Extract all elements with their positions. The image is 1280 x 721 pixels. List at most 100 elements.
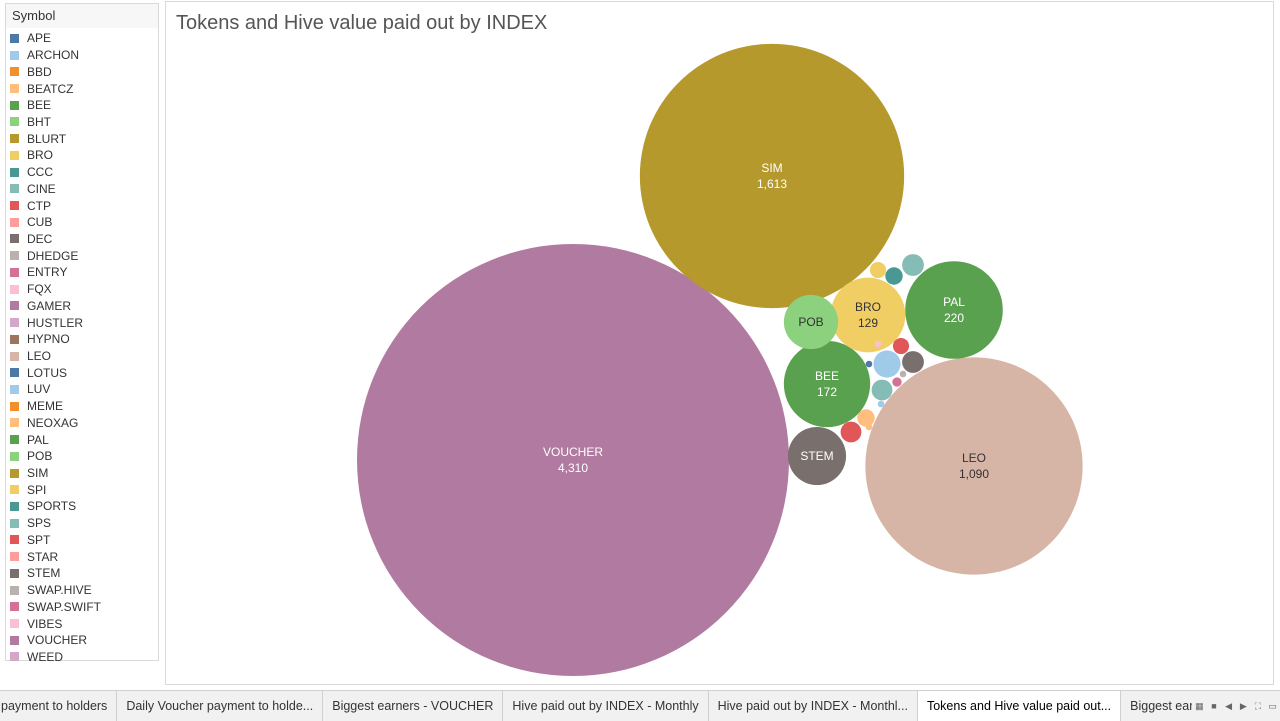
- legend-item-beatcz[interactable]: BEATCZ: [6, 80, 158, 97]
- bubble-voucher[interactable]: [357, 244, 789, 676]
- bubble-stem[interactable]: [787, 426, 847, 486]
- legend-label: BEE: [27, 98, 52, 113]
- legend-item-voucher[interactable]: VOUCHER: [6, 632, 158, 649]
- filmstrip-view-icon[interactable]: ■: [1211, 701, 1217, 711]
- bubble-ape[interactable]: [865, 360, 873, 368]
- next-sheet-icon[interactable]: ▶: [1239, 700, 1247, 711]
- legend-label: POB: [27, 449, 53, 464]
- legend-item-spt[interactable]: SPT: [6, 532, 158, 549]
- legend-item-leo[interactable]: LEO: [6, 348, 158, 365]
- legend-item-fqx[interactable]: FQX: [6, 281, 158, 298]
- legend-item-bro[interactable]: BRO: [6, 147, 158, 164]
- legend-item-hustler[interactable]: HUSTLER: [6, 314, 158, 331]
- legend-label: DHEDGE: [27, 248, 79, 263]
- legend-swatch: [10, 167, 19, 177]
- bubble-cine[interactable]: [902, 254, 924, 276]
- legend-item-neoxag[interactable]: NEOXAG: [6, 415, 158, 432]
- legend-item-blurt[interactable]: BLURT: [6, 130, 158, 147]
- legend-item-ape[interactable]: APE: [6, 30, 158, 47]
- legend-item-bee[interactable]: BEE: [6, 97, 158, 114]
- legend-panel: Symbol APE ARCHON BBD BEATCZ BEE BHT BLURT BRO C…: [5, 3, 159, 664]
- bubble-archon[interactable]: [873, 350, 901, 378]
- bubble-pob[interactable]: [783, 294, 839, 350]
- sheet-tab[interactable]: Tokens and Hive value paid out...: [917, 691, 1122, 721]
- bubble-sports[interactable]: [885, 267, 903, 285]
- legend-item-sim[interactable]: SIM: [6, 465, 158, 482]
- legend-label: VIBES: [27, 616, 63, 631]
- legend-item-bbd[interactable]: BBD: [6, 63, 158, 80]
- legend-swatch: [10, 267, 19, 277]
- legend-swatch: [10, 518, 19, 528]
- legend-label: HUSTLER: [27, 315, 84, 330]
- legend-item-swap-hive[interactable]: SWAP.HIVE: [6, 582, 158, 599]
- legend-item-ccc[interactable]: CCC: [6, 164, 158, 181]
- legend-item-cub[interactable]: CUB: [6, 214, 158, 231]
- legend-item-hypno[interactable]: HYPNO: [6, 331, 158, 348]
- legend-item-star[interactable]: STAR: [6, 548, 158, 565]
- legend-label: LOTUS: [27, 365, 68, 380]
- bubble-spt[interactable]: [840, 421, 862, 443]
- legend-item-sps[interactable]: SPS: [6, 515, 158, 532]
- bubble-spi[interactable]: [869, 261, 887, 279]
- legend-item-archon[interactable]: ARCHON: [6, 47, 158, 64]
- bubble-luv[interactable]: [877, 400, 885, 408]
- legend-item-meme[interactable]: MEME: [6, 398, 158, 415]
- legend-item-pal[interactable]: PAL: [6, 431, 158, 448]
- legend-swatch: [10, 284, 19, 294]
- bubble-ctp[interactable]: [892, 337, 910, 355]
- bubble-value-pal: 220: [944, 311, 964, 325]
- sheet-tab[interactable]: payment to holders: [0, 691, 118, 721]
- bubble-leo[interactable]: [865, 357, 1083, 575]
- sheet-tab[interactable]: Biggest earners - VOUCHER: [323, 691, 504, 721]
- grid-view-icon[interactable]: ▦: [1195, 700, 1204, 711]
- legend-swatch: [10, 251, 19, 261]
- legend-item-entry[interactable]: ENTRY: [6, 264, 158, 281]
- legend-item-sports[interactable]: SPORTS: [6, 498, 158, 515]
- legend-item-bht[interactable]: BHT: [6, 114, 158, 131]
- legend-item-pob[interactable]: POB: [6, 448, 158, 465]
- bubble-label-pob: POB: [798, 315, 823, 329]
- bubble-bee[interactable]: [783, 340, 871, 428]
- legend-label: APE: [27, 31, 52, 46]
- legend-item-luv[interactable]: LUV: [6, 381, 158, 398]
- legend-item-stem[interactable]: STEM: [6, 565, 158, 582]
- legend-swatch: [10, 301, 19, 311]
- sheet-tab[interactable]: Daily Voucher payment to holde...: [117, 691, 324, 721]
- legend-item-ctp[interactable]: CTP: [6, 197, 158, 214]
- bubble-neoxag[interactable]: [865, 423, 873, 431]
- legend-item-weed[interactable]: WEED: [6, 649, 158, 666]
- legend-item-swap-swift[interactable]: SWAP.SWIFT: [6, 598, 158, 615]
- legend-item-dec[interactable]: DEC: [6, 231, 158, 248]
- legend-item-gamer[interactable]: GAMER: [6, 298, 158, 315]
- bubble-beatcz[interactable]: [857, 409, 875, 427]
- bubble-dhedge[interactable]: [899, 370, 907, 378]
- legend-label: SPI: [27, 482, 47, 497]
- sheet-tab-bar: payment to holders Daily Voucher payment …: [0, 690, 1280, 721]
- legend-label: SIM: [27, 466, 49, 481]
- legend-label: CINE: [27, 181, 56, 196]
- legend-swatch: [10, 401, 19, 411]
- legend-item-lotus[interactable]: LOTUS: [6, 364, 158, 381]
- bubble-pal[interactable]: [905, 261, 1003, 359]
- restore-icon[interactable]: ▭: [1268, 700, 1277, 711]
- legend-item-dhedge[interactable]: DHEDGE: [6, 247, 158, 264]
- legend-swatch: [10, 485, 19, 495]
- legend-item-cine[interactable]: CINE: [6, 180, 158, 197]
- legend-swatch: [10, 368, 19, 378]
- previous-sheet-icon[interactable]: ◀: [1225, 700, 1233, 711]
- legend-item-spi[interactable]: SPI: [6, 481, 158, 498]
- bubble-bro[interactable]: [830, 277, 906, 353]
- bubble-fqx[interactable]: [874, 340, 882, 348]
- bubble-value-bro: 129: [858, 316, 878, 330]
- fullscreen-icon[interactable]: ⛶: [1254, 700, 1262, 711]
- bubble-value-sim: 1,613: [757, 177, 787, 191]
- bubble-value-bee: 172: [817, 385, 837, 399]
- bubble-entry[interactable]: [892, 377, 902, 387]
- bubble-sps[interactable]: [871, 379, 893, 401]
- legend-swatch: [10, 535, 19, 545]
- legend-item-vibes[interactable]: VIBES: [6, 615, 158, 632]
- sheet-tab[interactable]: Hive paid out by INDEX - Monthly: [503, 691, 709, 721]
- bubble-sim[interactable]: [639, 43, 905, 309]
- sheet-tab[interactable]: Hive paid out by INDEX - Monthl...: [709, 691, 918, 721]
- bubble-dec[interactable]: [902, 351, 924, 373]
